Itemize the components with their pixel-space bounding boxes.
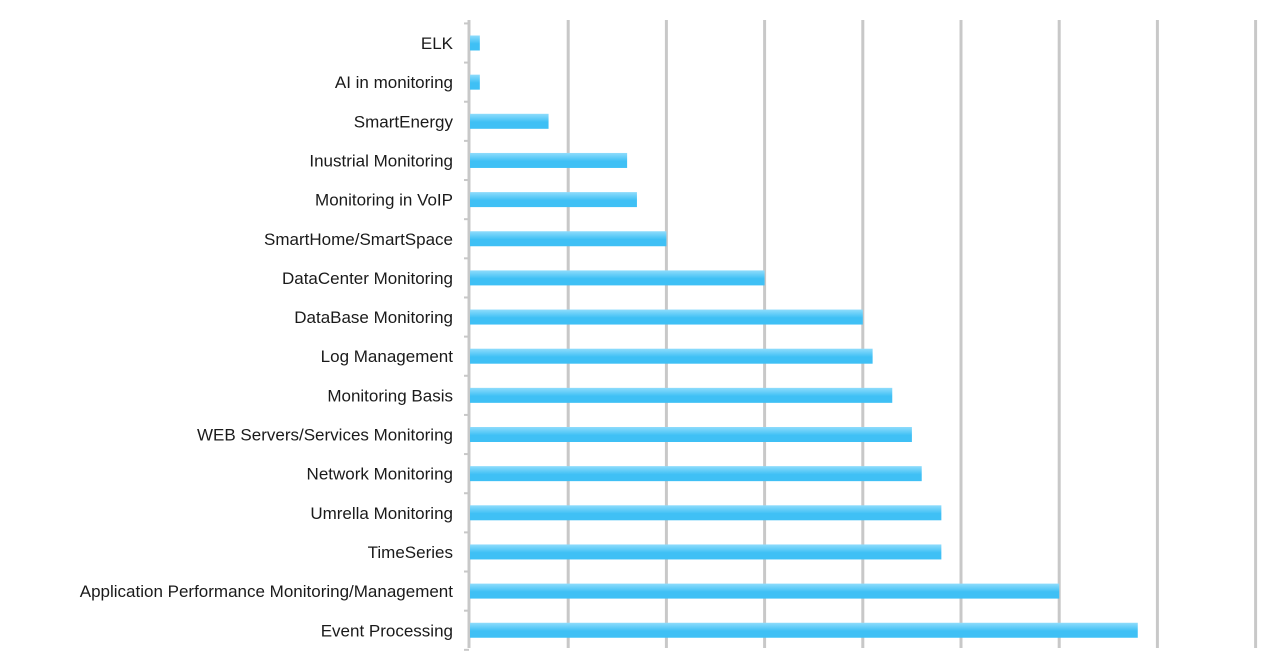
category-label: TimeSeries xyxy=(368,543,453,562)
bar-log-management xyxy=(470,348,873,364)
bar-web-servers-services-monitoring xyxy=(470,427,912,442)
category-labels: ELK AI in monitoring SmartEnergy Inustrial … xyxy=(80,34,454,640)
category-label: Log Management xyxy=(321,347,454,366)
bar-event-processing xyxy=(470,622,1138,638)
bar-timeseries xyxy=(470,544,942,560)
category-label: Network Monitoring xyxy=(307,465,453,484)
bar-monitoring-in-voip xyxy=(470,192,637,208)
category-label: AI in monitoring xyxy=(335,73,453,92)
category-label: Application Performance Monitoring/Manag… xyxy=(80,582,454,601)
bar-smartenergy xyxy=(470,113,549,129)
category-label: SmartHome/SmartSpace xyxy=(264,230,453,249)
category-label: Monitoring in VoIP xyxy=(315,191,453,210)
category-label: Umrella Monitoring xyxy=(310,504,453,523)
bar-umrella-monitoring xyxy=(470,505,942,521)
category-label: SmartEnergy xyxy=(354,112,454,131)
bars xyxy=(470,35,1138,638)
bar-application-performance-monitoring-management xyxy=(470,583,1060,599)
bar-elk xyxy=(470,35,480,51)
category-label: Inustrial Monitoring xyxy=(309,151,453,170)
gridlines xyxy=(566,20,1258,648)
category-label: Event Processing xyxy=(321,621,453,640)
category-label: DataCenter Monitoring xyxy=(282,269,453,288)
y-axis xyxy=(464,20,471,651)
bar-database-monitoring xyxy=(470,309,863,325)
category-label: Monitoring Basis xyxy=(327,386,453,405)
category-label: WEB Servers/Services Monitoring xyxy=(197,426,453,445)
bar-ai-in-monitoring xyxy=(470,74,480,90)
bar-smarthome-smartspace xyxy=(470,231,667,247)
bar-network-monitoring xyxy=(470,466,922,482)
bar-datacenter-monitoring xyxy=(470,270,765,286)
bar-monitoring-basis xyxy=(470,387,893,403)
bar-inustrial-monitoring xyxy=(470,152,628,168)
category-label: DataBase Monitoring xyxy=(294,308,453,327)
category-label: ELK xyxy=(421,34,454,53)
